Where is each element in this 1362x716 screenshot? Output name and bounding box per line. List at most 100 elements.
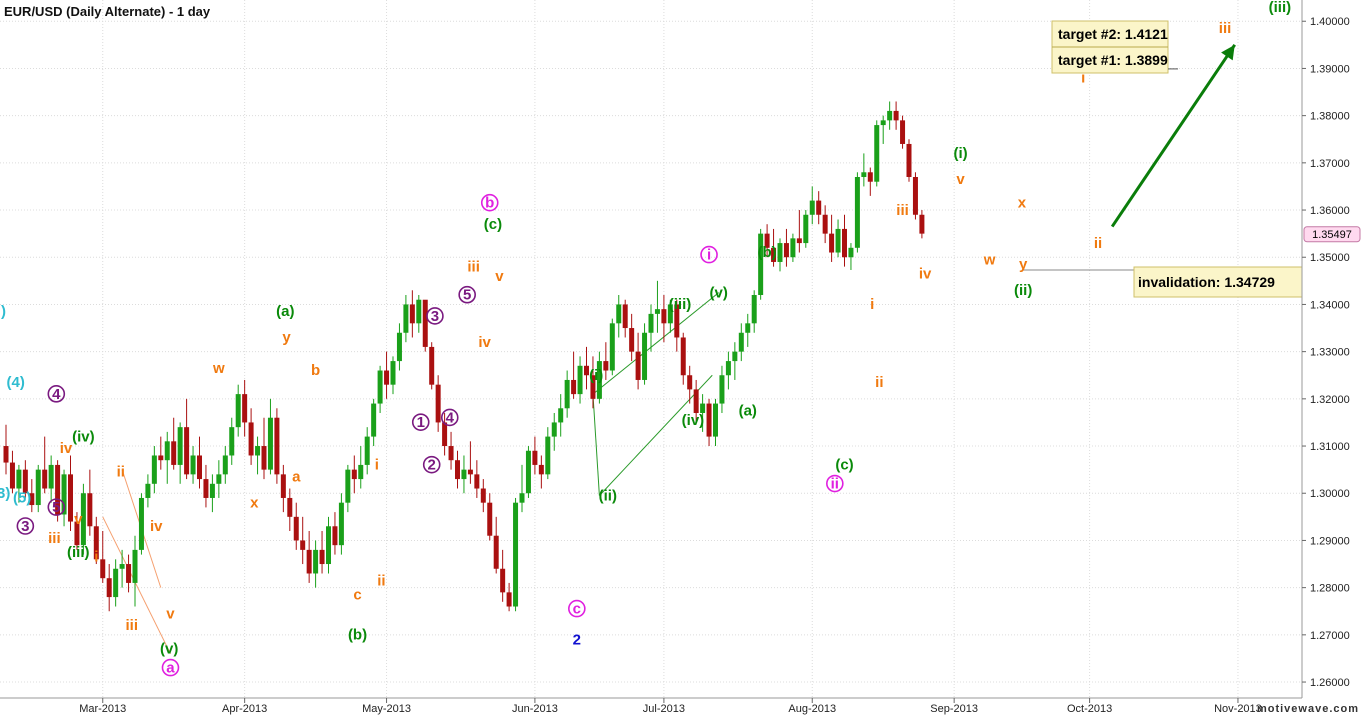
y-tick-label: 1.37000 — [1310, 158, 1350, 170]
label-circle — [161, 658, 180, 677]
candle-body — [745, 323, 751, 333]
candle-body — [61, 474, 67, 515]
candle-body — [151, 455, 157, 484]
candle — [487, 493, 493, 541]
candle — [190, 446, 196, 484]
candle — [138, 493, 144, 555]
invalidation-box: invalidation: 1.34729 — [1133, 266, 1303, 298]
candle — [261, 417, 267, 480]
candle-body — [648, 313, 654, 333]
candle-body — [719, 375, 725, 404]
candle — [55, 460, 61, 522]
candle — [693, 379, 699, 423]
candle — [106, 564, 112, 612]
wave-label: iii — [896, 202, 909, 219]
candle-body — [822, 214, 828, 234]
candle-body — [629, 328, 635, 352]
candle — [874, 120, 880, 187]
candle-body — [771, 247, 777, 262]
candle-body — [138, 497, 144, 550]
candle — [371, 398, 377, 447]
label-circle — [426, 307, 444, 325]
candle — [461, 455, 467, 494]
candle — [351, 455, 357, 494]
candle — [622, 299, 628, 338]
candle-body — [887, 110, 893, 121]
candle-body — [571, 379, 577, 395]
candle — [364, 427, 370, 475]
x-tick-label: Sep-2013 — [930, 703, 978, 715]
candle-body — [854, 177, 860, 248]
candle-body — [642, 332, 648, 380]
circled-label-text: ii — [831, 476, 839, 493]
candle-body — [706, 403, 712, 437]
candle — [525, 446, 531, 498]
wave-label: (5) — [13, 490, 31, 507]
circled-label-text: 3 — [21, 518, 29, 535]
candle — [403, 295, 409, 343]
candle — [151, 446, 157, 494]
candle-body — [609, 323, 615, 371]
x-tick-label: Apr-2013 — [222, 703, 267, 715]
candle — [551, 413, 557, 451]
candle — [835, 219, 841, 258]
candle-body — [313, 549, 319, 574]
candle-body — [848, 247, 854, 258]
candle — [197, 436, 202, 489]
candle — [448, 431, 454, 470]
candle — [416, 295, 422, 333]
candle — [609, 318, 615, 376]
candle-body — [835, 228, 841, 253]
circled-wave-label: i — [700, 245, 718, 264]
grid-lines — [0, 0, 1302, 698]
circled-wave-label: 4 — [440, 408, 459, 426]
candle — [209, 474, 215, 513]
candle-body — [345, 469, 351, 503]
candle — [532, 436, 538, 475]
candle-body — [384, 370, 390, 385]
candle-body — [442, 422, 448, 447]
candle-body — [783, 243, 789, 258]
candle-body — [100, 559, 106, 579]
circled-label-text: 3 — [431, 308, 439, 325]
candle — [500, 549, 506, 602]
candle-body — [280, 474, 286, 498]
candle — [42, 436, 48, 494]
candle-body — [358, 464, 364, 480]
wave-label: iii — [48, 530, 61, 547]
wave-label: (4) — [7, 374, 25, 391]
candle-body — [351, 469, 357, 480]
candle-body — [532, 450, 538, 465]
circled-wave-label: ii — [826, 474, 844, 493]
candle — [700, 394, 706, 432]
candle-body — [93, 526, 99, 560]
candle — [596, 351, 602, 404]
candle-body — [87, 493, 93, 527]
label-circle — [480, 193, 499, 212]
circled-wave-label: 5 — [458, 285, 476, 304]
wave-label: ii — [117, 464, 125, 481]
candle — [429, 342, 435, 390]
candle-body — [80, 493, 86, 546]
candle-body — [255, 446, 261, 456]
wave-label: (b) — [758, 244, 777, 261]
circled-wave-label: 5 — [47, 498, 66, 516]
candle-body — [487, 502, 493, 536]
chart-title: EUR/USD (Daily Alternate) - 1 day — [4, 4, 211, 19]
wave-label: iii — [126, 617, 139, 634]
candle — [455, 450, 460, 489]
wave-label: w — [983, 251, 996, 268]
candle-body — [300, 540, 306, 550]
candle — [409, 290, 415, 338]
candle — [158, 436, 164, 470]
candle-body — [209, 483, 215, 498]
candle-body — [912, 177, 918, 215]
candle — [706, 398, 712, 447]
wave-label: iv — [60, 440, 73, 457]
candle-body — [635, 351, 641, 380]
candle — [771, 228, 777, 267]
label-circle — [422, 455, 441, 474]
candle-body — [326, 526, 331, 565]
x-tick-label: Mar-2013 — [79, 703, 126, 715]
candle — [719, 365, 725, 413]
